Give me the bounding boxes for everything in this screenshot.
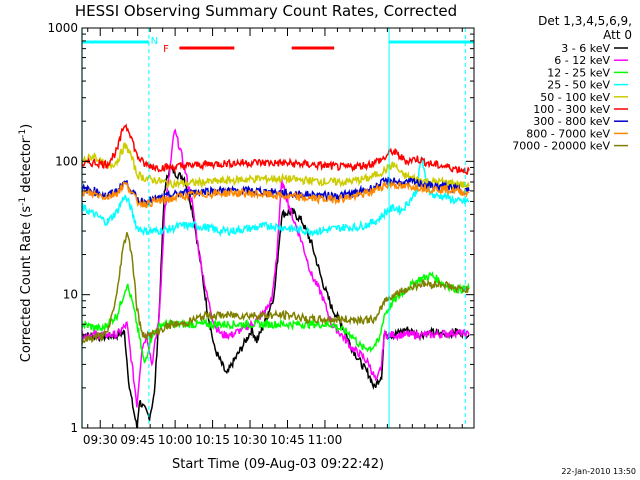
x-tick-label: 09:30 bbox=[83, 433, 118, 447]
legend-label: 300 - 800 keV bbox=[533, 115, 610, 128]
flare-marker-label: F bbox=[163, 44, 169, 55]
series-line-800-7000-kev bbox=[81, 180, 470, 209]
y-tick-label: 1 bbox=[70, 421, 78, 435]
footer-timestamp: 22-Jan-2010 13:50 bbox=[561, 467, 636, 476]
legend-header-line-2: Att 0 bbox=[603, 28, 632, 42]
x-tick-label: 10:45 bbox=[270, 433, 305, 447]
x-tick-label: 10:00 bbox=[158, 433, 193, 447]
series-line-7000-20000-kev bbox=[81, 232, 470, 345]
plot-frame bbox=[81, 27, 475, 429]
legend-label: 3 - 6 keV bbox=[561, 42, 610, 55]
chart-title: HESSI Observing Summary Count Rates, Cor… bbox=[75, 2, 457, 20]
legend-label: 25 - 50 keV bbox=[547, 79, 610, 92]
legend-header-line-1: Det 1,3,4,5,6,9, bbox=[538, 14, 632, 28]
x-axis: 09:30 09:45 10:00 10:15 10:30 10:45 11:00 bbox=[83, 28, 463, 447]
x-tick-label: 10:30 bbox=[233, 433, 268, 447]
legend-label: 7000 - 20000 keV bbox=[512, 140, 610, 153]
y-axis: 1 10 100 1000 bbox=[47, 21, 474, 435]
series-line-50-100-kev bbox=[81, 142, 470, 190]
x-tick-label: 09:45 bbox=[120, 433, 155, 447]
legend-label: 100 - 300 keV bbox=[533, 103, 610, 116]
series-line-100-300-kev bbox=[81, 123, 470, 175]
x-tick-label: 11:00 bbox=[308, 433, 343, 447]
x-axis-label: Start Time (09-Aug-03 09:22:42) bbox=[172, 457, 384, 472]
legend-label: 6 - 12 keV bbox=[554, 54, 610, 67]
plot-layer: NF bbox=[81, 28, 474, 429]
y-axis-label: Corrected Count Rate (s-1 detector-1) bbox=[18, 124, 34, 362]
y-tick-label: 10 bbox=[63, 288, 78, 302]
night-marker-label: N bbox=[151, 36, 158, 47]
legend-label: 12 - 25 keV bbox=[547, 66, 610, 79]
legend-label: 800 - 7000 keV bbox=[526, 127, 610, 140]
y-tick-label: 1000 bbox=[47, 21, 78, 35]
series-line-25-50-kev bbox=[81, 156, 469, 238]
y-tick-label: 100 bbox=[55, 154, 78, 168]
series-line-3-6-kev bbox=[81, 164, 470, 429]
legend-label: 50 - 100 keV bbox=[540, 91, 610, 104]
x-tick-label: 10:15 bbox=[195, 433, 230, 447]
